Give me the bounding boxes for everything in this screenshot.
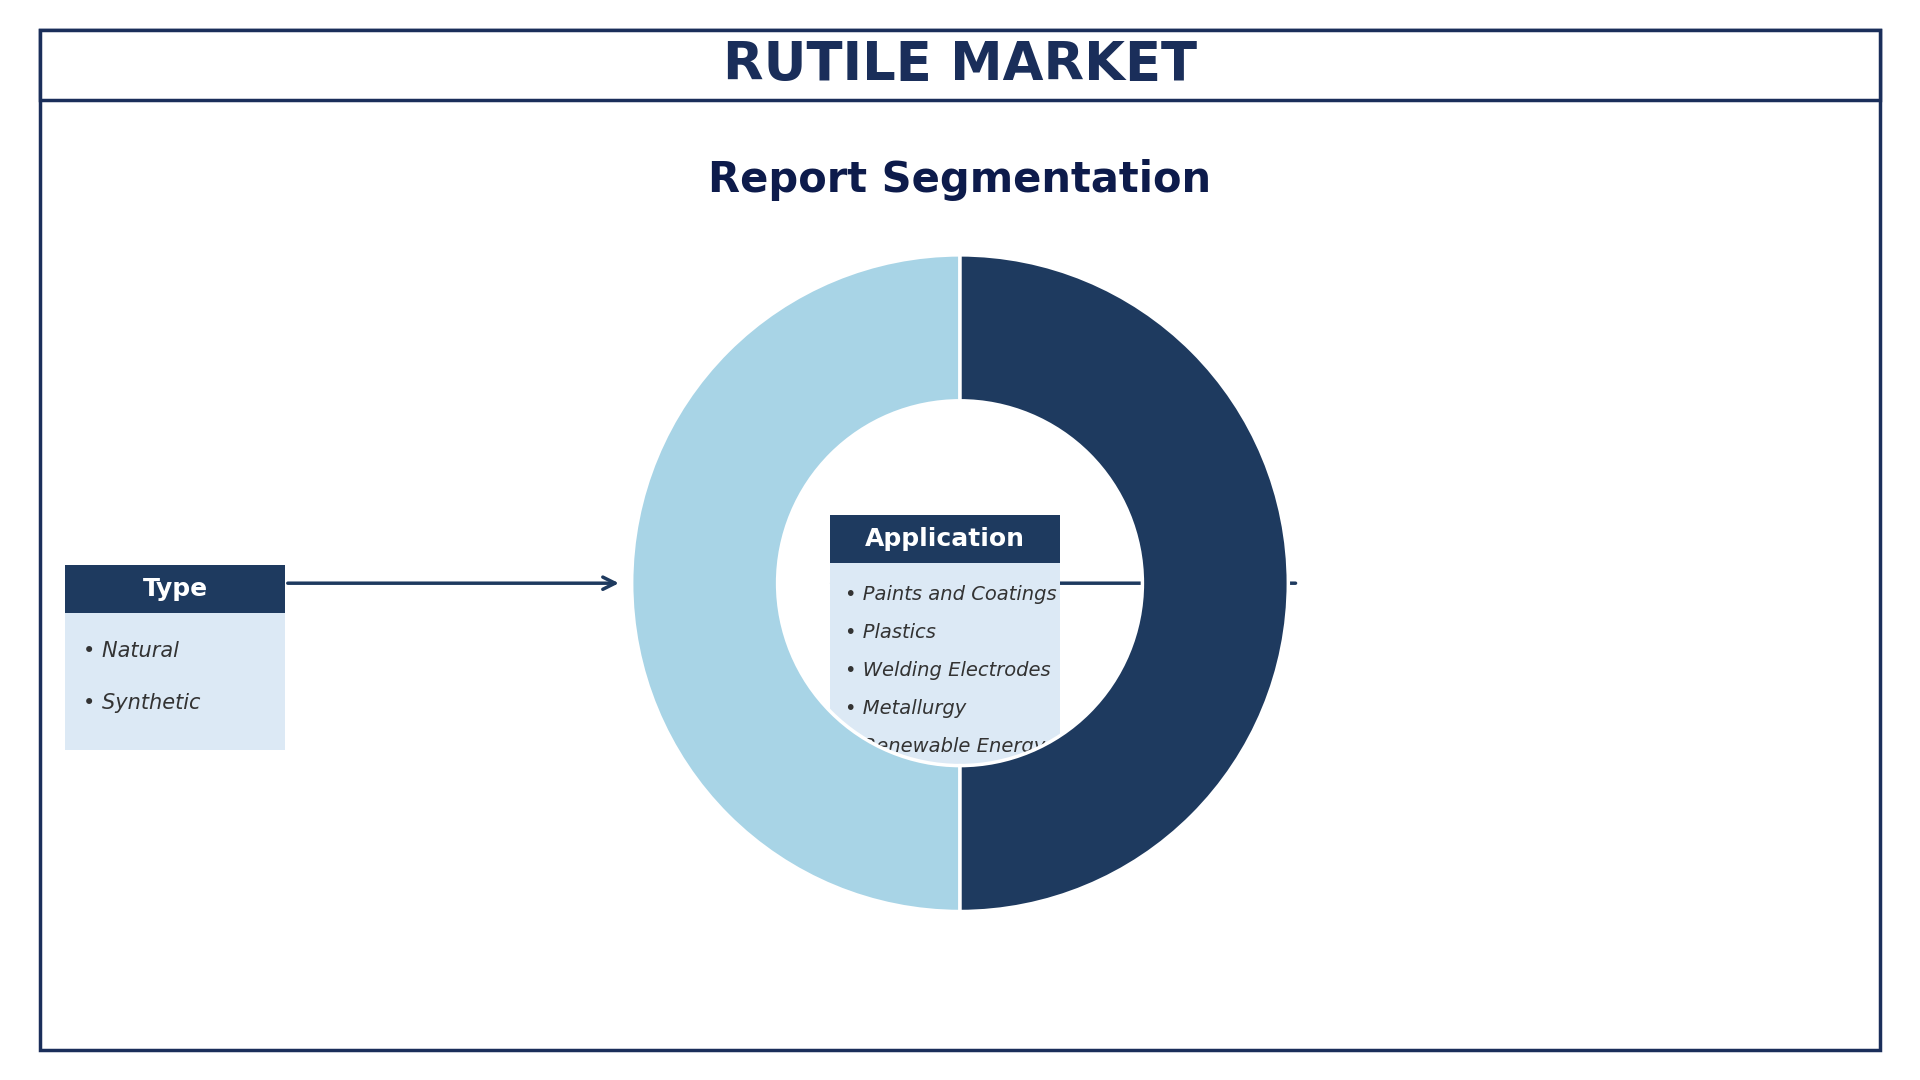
Text: • Natural: • Natural: [83, 642, 179, 661]
Text: • Paints and Coatings: • Paints and Coatings: [845, 585, 1056, 605]
FancyBboxPatch shape: [40, 30, 1880, 1050]
Text: Type: Type: [142, 577, 207, 600]
Wedge shape: [632, 255, 960, 912]
FancyBboxPatch shape: [65, 565, 284, 613]
FancyBboxPatch shape: [829, 563, 1060, 825]
Wedge shape: [960, 255, 1288, 912]
Text: • Renewable Energy and: • Renewable Energy and: [845, 738, 1089, 756]
FancyBboxPatch shape: [829, 515, 1060, 563]
Text: • Synthetic: • Synthetic: [83, 693, 200, 713]
Text: RUTILE MARKET: RUTILE MARKET: [724, 39, 1196, 91]
FancyBboxPatch shape: [40, 30, 1880, 100]
Text: • Others: • Others: [845, 797, 927, 816]
FancyBboxPatch shape: [65, 613, 284, 750]
Text: Electronics: Electronics: [858, 768, 964, 786]
Text: • Metallurgy: • Metallurgy: [845, 700, 966, 718]
Text: Application: Application: [866, 527, 1025, 551]
Text: • Plastics: • Plastics: [845, 623, 935, 643]
Text: • Welding Electrodes: • Welding Electrodes: [845, 661, 1050, 680]
Text: Report Segmentation: Report Segmentation: [708, 159, 1212, 201]
